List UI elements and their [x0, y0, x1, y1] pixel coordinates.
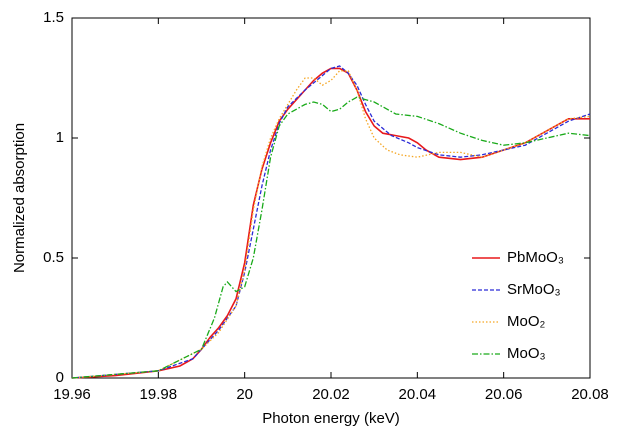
y-axis-label: Normalized absorption — [11, 123, 28, 273]
legend-label: MoO₂ — [507, 313, 546, 330]
x-axis-label: Photon energy (keV) — [262, 410, 400, 427]
series-line — [71, 65, 591, 379]
y-tick-label: 1 — [56, 129, 64, 146]
y-tick-label: 0.5 — [43, 249, 64, 266]
series-line — [71, 67, 590, 379]
x-tick-label: 20.08 — [571, 386, 609, 403]
series-line — [71, 70, 591, 379]
x-tick-label: 20 — [236, 386, 253, 403]
x-tick-label: 20.04 — [399, 386, 437, 403]
y-tick-label: 0 — [56, 369, 64, 386]
legend-label: PbMoO₃ — [507, 249, 564, 266]
y-tick-label: 1.5 — [43, 9, 64, 26]
series-line — [71, 96, 591, 379]
legend-label: SrMoO₃ — [507, 281, 561, 298]
x-tick-label: 19.98 — [140, 386, 178, 403]
x-tick-label: 19.96 — [53, 386, 91, 403]
x-tick-label: 20.02 — [312, 386, 350, 403]
x-tick-label: 20.06 — [485, 386, 523, 403]
legend-label: MoO₃ — [507, 345, 546, 362]
